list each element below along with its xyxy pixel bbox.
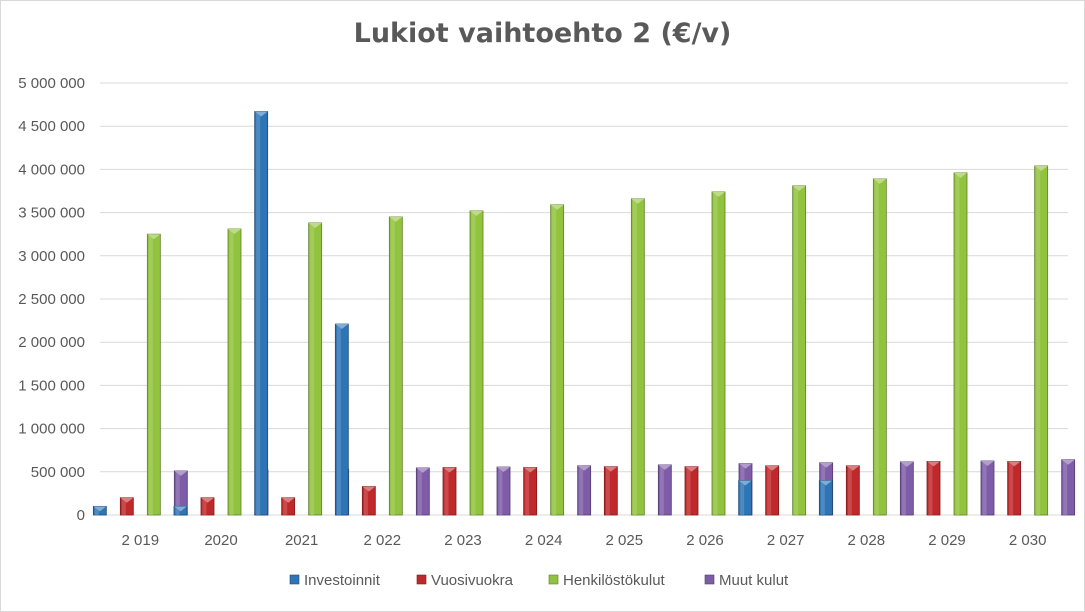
bar-muut-kulut: [899, 461, 914, 516]
x-axis-ticks: 2 019 2020 2021 2 022 2 023 2 024 2 025 2 026 2 …: [122, 532, 1047, 549]
x-tick-label: 2 025: [606, 532, 644, 549]
legend-swatch: [704, 574, 715, 585]
bar-vuosivuokra: [523, 467, 538, 516]
bar-investoinnit: [173, 505, 188, 516]
bar-muut-kulut: [1061, 459, 1076, 516]
legend-item: Vuosivuokra: [416, 572, 514, 589]
bar-vuosivuokra: [119, 497, 134, 516]
chart-title: Lukiot vaihtoehto 2 (€/v): [353, 18, 732, 49]
y-tick-label: 3 000 000: [18, 248, 85, 265]
bar-investoinnit: [254, 111, 269, 516]
x-tick-label: 2 023: [444, 532, 482, 549]
bar-vuosivuokra: [926, 461, 941, 516]
x-tick-label: 2 024: [525, 532, 563, 549]
bar-vuosivuokra: [281, 497, 296, 516]
y-tick-label: 3 500 000: [18, 205, 85, 222]
x-tick-label: 2021: [285, 532, 318, 549]
bar-vuosivuokra: [845, 465, 860, 516]
y-tick-label: 0: [77, 507, 85, 524]
y-tick-label: 2 000 000: [18, 334, 85, 351]
legend-item: Muut kulut: [704, 572, 789, 589]
y-tick-label: 4 500 000: [18, 118, 85, 135]
bar-henkil-st-kulut: [146, 233, 161, 516]
bar-investoinnit: [92, 505, 107, 516]
y-tick-label: 1 000 000: [18, 421, 85, 438]
bar-henkil-st-kulut: [953, 172, 968, 516]
bar-muut-kulut: [980, 460, 995, 516]
bar-muut-kulut: [657, 464, 672, 516]
x-tick-label: 2 029: [928, 532, 966, 549]
bar-vuosivuokra: [765, 465, 780, 516]
bar-muut-kulut: [415, 467, 430, 516]
bar-henkil-st-kulut: [630, 198, 645, 516]
legend-swatch: [416, 574, 427, 585]
y-tick-label: 4 000 000: [18, 161, 85, 178]
x-tick-label: 2 030: [1009, 532, 1047, 549]
x-tick-label: 2 019: [122, 532, 160, 549]
bar-vuosivuokra: [1007, 461, 1022, 516]
y-tick-label: 2 500 000: [18, 291, 85, 308]
bar-investoinnit: [818, 480, 833, 516]
x-tick-label: 2 027: [767, 532, 805, 549]
legend-item: Henkilöstökulut: [548, 572, 666, 589]
x-tick-label: 2 026: [686, 532, 724, 549]
bar-henkil-st-kulut: [872, 178, 887, 516]
bar-henkil-st-kulut: [227, 228, 242, 516]
y-tick-label: 500 000: [31, 464, 85, 481]
bar-henkil-st-kulut: [308, 222, 323, 516]
bar-henkil-st-kulut: [388, 216, 403, 516]
y-axis-ticks: 0 500 000 1 000 000 1 500 000 2 000 000 2 500…: [18, 75, 85, 524]
x-tick-label: 2 022: [364, 532, 402, 549]
bars: [92, 111, 1076, 516]
legend-swatch: [548, 574, 559, 585]
legend-label: Muut kulut: [719, 572, 789, 589]
bar-henkil-st-kulut: [550, 204, 565, 516]
legend-label: Investoinnit: [304, 572, 381, 589]
bar-vuosivuokra: [603, 466, 618, 516]
x-tick-label: 2 028: [848, 532, 886, 549]
bar-investoinnit: [334, 323, 349, 516]
bar-henkil-st-kulut: [469, 210, 484, 516]
bar-henkil-st-kulut: [1034, 165, 1049, 516]
bar-henkil-st-kulut: [792, 185, 807, 516]
bar-vuosivuokra: [442, 467, 457, 516]
y-tick-label: 1 500 000: [18, 377, 85, 394]
bar-muut-kulut: [496, 466, 511, 516]
legend: Investoinnit Vuosivuokra Henkilöstökulut Mu…: [289, 572, 789, 589]
bar-henkil-st-kulut: [711, 191, 726, 516]
bar-vuosivuokra: [361, 486, 376, 516]
legend-label: Henkilöstökulut: [563, 572, 666, 589]
bar-vuosivuokra: [200, 497, 215, 516]
y-tick-label: 5 000 000: [18, 75, 85, 92]
x-tick-label: 2020: [204, 532, 237, 549]
legend-label: Vuosivuokra: [431, 572, 514, 589]
legend-item: Investoinnit: [289, 572, 381, 589]
bar-muut-kulut: [577, 465, 592, 516]
bar-investoinnit: [738, 480, 753, 516]
bar-vuosivuokra: [684, 466, 699, 516]
legend-swatch: [289, 574, 300, 585]
gridlines: [100, 82, 1068, 516]
